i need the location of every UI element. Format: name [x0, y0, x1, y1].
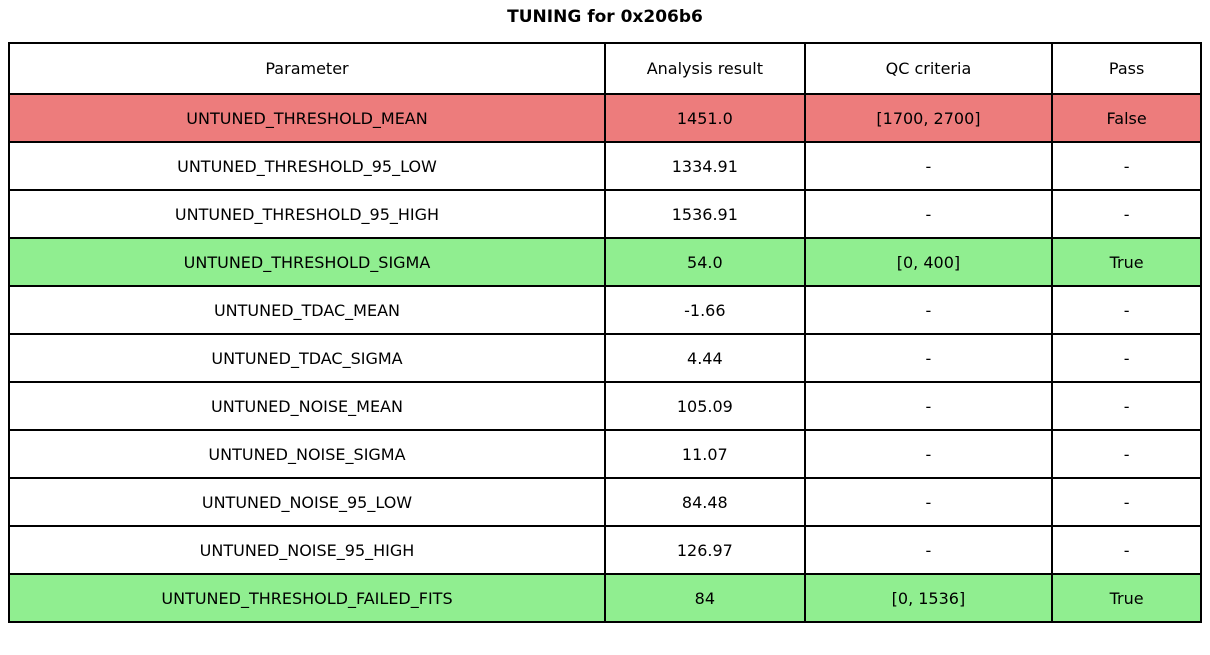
result-cell: 126.97 [604, 525, 806, 575]
column-header-analysis-result: Analysis result [604, 42, 806, 95]
pass-cell: - [1051, 189, 1202, 239]
qc-criteria-cell: [0, 400] [803, 237, 1054, 287]
result-cell: 84 [604, 573, 806, 623]
qc-criteria-cell: - [803, 285, 1054, 335]
qc-criteria-cell: - [803, 477, 1054, 527]
result-cell: 4.44 [604, 333, 806, 383]
pass-cell: - [1051, 141, 1202, 191]
table-row: UNTUNED_TDAC_MEAN -1.66 - - [8, 285, 1202, 335]
parameter-cell: UNTUNED_TDAC_MEAN [8, 285, 606, 335]
result-cell: -1.66 [604, 285, 806, 335]
result-cell: 84.48 [604, 477, 806, 527]
result-cell: 1451.0 [604, 93, 806, 143]
pass-cell: False [1051, 93, 1202, 143]
parameter-cell: UNTUNED_THRESHOLD_95_HIGH [8, 189, 606, 239]
column-header-pass: Pass [1051, 42, 1202, 95]
parameter-cell: UNTUNED_NOISE_MEAN [8, 381, 606, 431]
column-header-parameter: Parameter [8, 42, 606, 95]
table-row: UNTUNED_NOISE_SIGMA 11.07 - - [8, 429, 1202, 479]
parameter-cell: UNTUNED_THRESHOLD_MEAN [8, 93, 606, 143]
pass-cell: - [1051, 429, 1202, 479]
pass-cell: - [1051, 333, 1202, 383]
table-row: UNTUNED_THRESHOLD_MEAN 1451.0 [1700, 270… [8, 93, 1202, 143]
result-cell: 54.0 [604, 237, 806, 287]
result-cell: 1334.91 [604, 141, 806, 191]
pass-cell: - [1051, 285, 1202, 335]
pass-cell: - [1051, 477, 1202, 527]
qc-criteria-cell: [0, 1536] [803, 573, 1054, 623]
qc-criteria-cell: - [803, 429, 1054, 479]
pass-cell: True [1051, 573, 1202, 623]
table-row: UNTUNED_TDAC_SIGMA 4.44 - - [8, 333, 1202, 383]
result-cell: 11.07 [604, 429, 806, 479]
qc-criteria-cell: - [803, 189, 1054, 239]
qc-criteria-cell: - [803, 333, 1054, 383]
header-row: Parameter Analysis result QC criteria Pa… [8, 42, 1202, 95]
column-header-qc-criteria: QC criteria [803, 42, 1054, 95]
parameter-cell: UNTUNED_NOISE_SIGMA [8, 429, 606, 479]
result-cell: 1536.91 [604, 189, 806, 239]
table-row: UNTUNED_NOISE_95_HIGH 126.97 - - [8, 525, 1202, 575]
chart-title: TUNING for 0x206b6 [507, 7, 703, 27]
qc-criteria-cell: - [803, 525, 1054, 575]
parameter-cell: UNTUNED_THRESHOLD_FAILED_FITS [8, 573, 606, 623]
parameter-cell: UNTUNED_NOISE_95_LOW [8, 477, 606, 527]
table-row: UNTUNED_THRESHOLD_95_LOW 1334.91 - - [8, 141, 1202, 191]
result-cell: 105.09 [604, 381, 806, 431]
table-header: Parameter Analysis result QC criteria Pa… [8, 42, 1202, 95]
table-row: UNTUNED_THRESHOLD_FAILED_FITS 84 [0, 153… [8, 573, 1202, 623]
qc-criteria-cell: - [803, 141, 1054, 191]
table-row: UNTUNED_NOISE_95_LOW 84.48 - - [8, 477, 1202, 527]
pass-cell: - [1051, 381, 1202, 431]
parameter-cell: UNTUNED_NOISE_95_HIGH [8, 525, 606, 575]
parameter-cell: UNTUNED_TDAC_SIGMA [8, 333, 606, 383]
qc-criteria-cell: - [803, 381, 1054, 431]
table-row: UNTUNED_THRESHOLD_SIGMA 54.0 [0, 400] Tr… [8, 237, 1202, 287]
table-row: UNTUNED_THRESHOLD_95_HIGH 1536.91 - - [8, 189, 1202, 239]
qc-table: Parameter Analysis result QC criteria Pa… [8, 42, 1202, 623]
table-body: UNTUNED_THRESHOLD_MEAN 1451.0 [1700, 270… [8, 93, 1202, 623]
table-row: UNTUNED_NOISE_MEAN 105.09 - - [8, 381, 1202, 431]
pass-cell: - [1051, 525, 1202, 575]
parameter-cell: UNTUNED_THRESHOLD_95_LOW [8, 141, 606, 191]
qc-criteria-cell: [1700, 2700] [803, 93, 1054, 143]
parameter-cell: UNTUNED_THRESHOLD_SIGMA [8, 237, 606, 287]
pass-cell: True [1051, 237, 1202, 287]
